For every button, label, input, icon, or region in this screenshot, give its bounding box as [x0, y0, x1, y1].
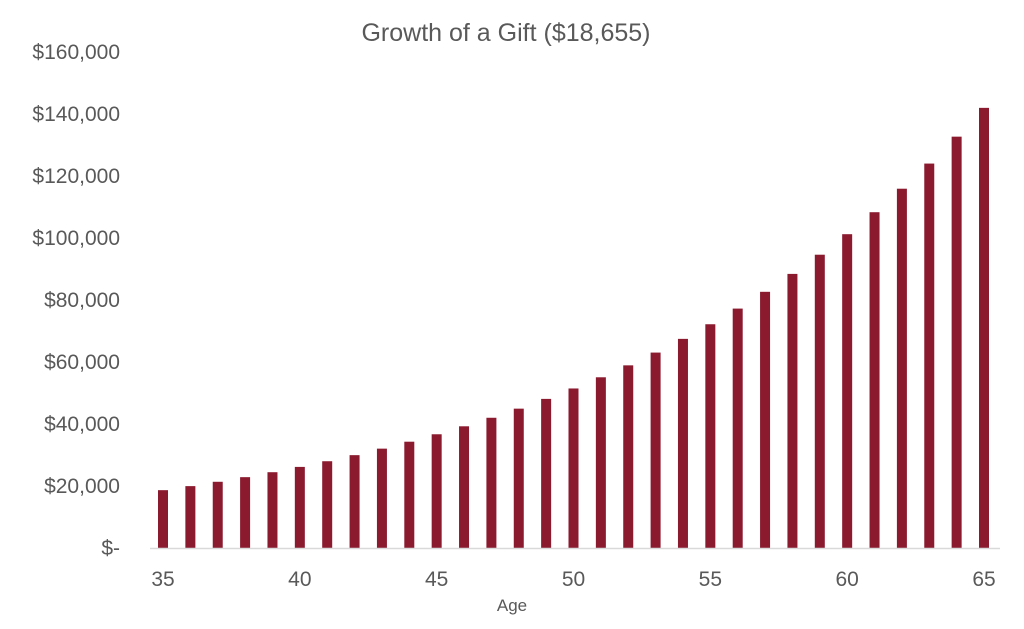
bar-age-35 [158, 490, 168, 548]
bar-age-61 [869, 212, 880, 548]
bar-age-41 [322, 461, 333, 548]
y-tick-label: $160,000 [32, 41, 120, 64]
bar-age-48 [513, 408, 524, 548]
x-axis-label: Age [497, 596, 527, 615]
bar-age-60 [842, 234, 853, 548]
x-tick-label: 40 [288, 568, 311, 591]
bar-age-49 [541, 398, 552, 548]
bar-age-36 [185, 486, 196, 548]
y-tick-label: $100,000 [32, 227, 120, 250]
x-tick-label: 50 [562, 568, 585, 591]
chart-title: Growth of a Gift ($18,655) [361, 19, 650, 47]
bar-age-52 [623, 365, 634, 548]
bar-age-57 [760, 291, 771, 548]
bar-age-50 [568, 388, 579, 548]
bar-age-45 [431, 434, 442, 548]
bar-age-44 [404, 441, 415, 548]
bar-age-64 [951, 136, 962, 548]
bar-age-62 [896, 188, 907, 548]
bar-age-56 [732, 308, 743, 548]
x-tick-label: 55 [699, 568, 722, 591]
y-tick-label: $80,000 [44, 289, 120, 312]
bar-age-47 [486, 417, 497, 548]
x-tick-label: 35 [151, 568, 174, 591]
bar-age-38 [240, 477, 251, 548]
bar-age-54 [677, 338, 688, 548]
bar-age-58 [787, 273, 798, 548]
x-tick-label: 45 [425, 568, 448, 591]
bar-age-51 [595, 377, 606, 548]
bar-age-42 [349, 455, 360, 548]
bar-age-39 [267, 472, 278, 548]
bar-age-55 [705, 324, 716, 548]
y-axis-tick-labels: $- $20,000 $40,000 $60,000 $80,000 $100,000 $1… [32, 41, 120, 560]
bar-series [158, 107, 989, 549]
y-tick-label: $140,000 [32, 103, 120, 126]
bar-age-46 [459, 426, 470, 548]
bar-age-53 [650, 352, 661, 548]
bar-age-40 [294, 466, 305, 548]
bar-age-37 [212, 481, 223, 548]
y-tick-label: $20,000 [44, 475, 120, 498]
x-tick-label: 65 [972, 568, 995, 591]
y-tick-label: $40,000 [44, 413, 120, 436]
y-tick-label: $120,000 [32, 165, 120, 188]
bar-age-65 [979, 107, 989, 548]
bar-age-43 [376, 448, 387, 548]
bar-age-63 [924, 163, 935, 548]
x-tick-label: 60 [835, 568, 858, 591]
bar-age-59 [814, 254, 825, 549]
y-tick-label: $- [101, 537, 120, 560]
y-tick-label: $60,000 [44, 351, 120, 374]
x-axis-tick-labels: 35 40 45 50 55 60 65 [151, 568, 995, 591]
